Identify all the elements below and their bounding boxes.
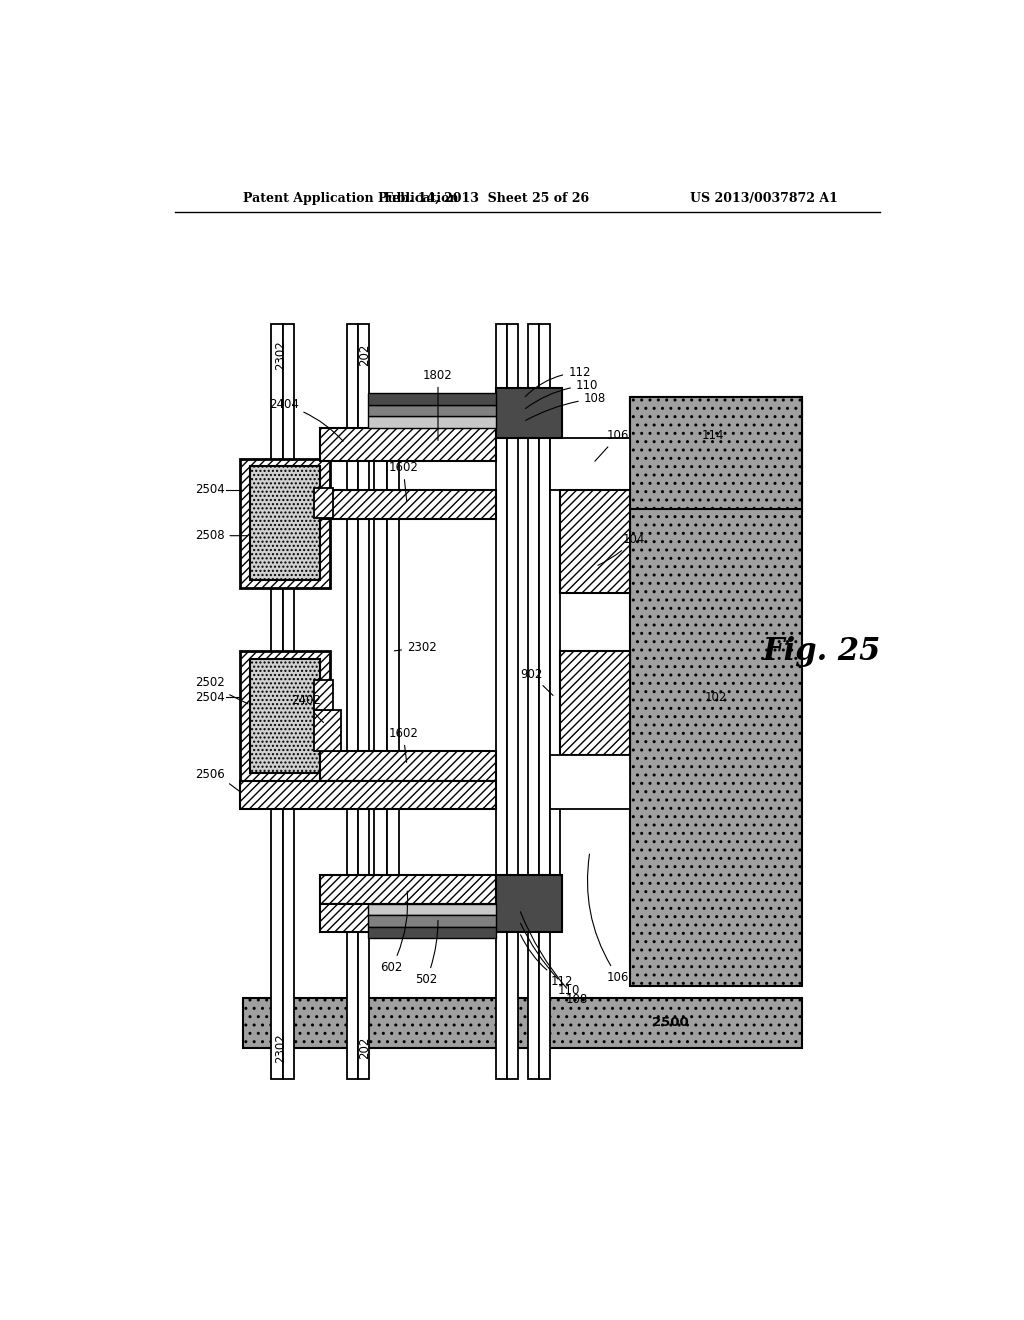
Bar — [251, 466, 321, 581]
Text: 2302: 2302 — [394, 640, 437, 653]
Bar — [321, 904, 496, 932]
Text: 2402: 2402 — [291, 693, 324, 722]
Bar — [271, 323, 283, 1078]
Text: 2508: 2508 — [196, 529, 225, 543]
Bar — [321, 751, 496, 780]
Text: 2302: 2302 — [274, 1032, 287, 1063]
Bar — [369, 915, 496, 927]
Text: 1602: 1602 — [388, 727, 418, 763]
Text: 2404: 2404 — [268, 399, 343, 441]
Bar — [375, 461, 387, 875]
Text: 202: 202 — [357, 1036, 371, 1059]
Bar — [241, 651, 330, 780]
Bar — [550, 755, 630, 809]
Text: 202: 202 — [357, 343, 371, 366]
Bar — [369, 904, 496, 915]
Text: 110: 110 — [520, 923, 581, 997]
Bar — [560, 651, 630, 755]
Text: 2504: 2504 — [196, 483, 225, 496]
Text: 1802: 1802 — [423, 368, 453, 441]
Text: 2506: 2506 — [196, 768, 225, 781]
Text: 112: 112 — [520, 935, 572, 987]
Text: 2502: 2502 — [196, 676, 225, 689]
Bar — [321, 490, 496, 519]
Text: 106: 106 — [588, 854, 630, 983]
Text: Feb. 14, 2013  Sheet 25 of 26: Feb. 14, 2013 Sheet 25 of 26 — [384, 191, 590, 205]
Bar — [496, 874, 562, 932]
Bar — [314, 681, 334, 710]
Text: 114: 114 — [701, 429, 724, 442]
Text: 602: 602 — [380, 891, 408, 974]
Bar — [314, 488, 334, 517]
Bar — [507, 323, 518, 1078]
Bar — [528, 323, 539, 1078]
Bar — [496, 323, 507, 1078]
Text: 108: 108 — [525, 392, 606, 420]
Bar — [314, 710, 341, 751]
Bar — [630, 397, 802, 508]
Bar — [539, 323, 550, 1078]
Text: 108: 108 — [520, 912, 588, 1006]
Bar — [241, 459, 330, 589]
Text: 2302: 2302 — [274, 339, 287, 370]
Bar — [241, 780, 496, 809]
Text: 2500: 2500 — [652, 1016, 689, 1028]
Bar — [550, 438, 560, 928]
Text: 102: 102 — [705, 690, 727, 704]
Bar — [630, 397, 802, 986]
Text: Fig. 25: Fig. 25 — [763, 636, 881, 667]
Text: US 2013/0037872 A1: US 2013/0037872 A1 — [689, 191, 838, 205]
Text: 106: 106 — [595, 429, 630, 461]
Text: 1602: 1602 — [388, 461, 418, 500]
Bar — [358, 323, 369, 1078]
Bar — [369, 927, 496, 939]
Bar — [387, 461, 399, 875]
Bar — [560, 490, 630, 594]
Text: 502: 502 — [416, 920, 438, 986]
Text: 104: 104 — [598, 533, 645, 565]
Bar — [347, 323, 358, 1078]
Bar — [369, 393, 496, 405]
Text: Patent Application Publication: Patent Application Publication — [243, 191, 458, 205]
Bar — [251, 659, 321, 774]
Bar — [283, 323, 294, 1078]
Bar — [321, 428, 496, 461]
Text: 112: 112 — [525, 366, 591, 396]
Bar — [369, 416, 496, 428]
Text: 902: 902 — [520, 668, 553, 696]
Bar — [243, 998, 802, 1048]
Bar — [496, 388, 562, 438]
Text: 2504: 2504 — [196, 690, 225, 704]
Bar — [369, 405, 496, 416]
Bar — [321, 875, 496, 904]
Text: 110: 110 — [525, 379, 598, 408]
Bar — [550, 438, 630, 490]
